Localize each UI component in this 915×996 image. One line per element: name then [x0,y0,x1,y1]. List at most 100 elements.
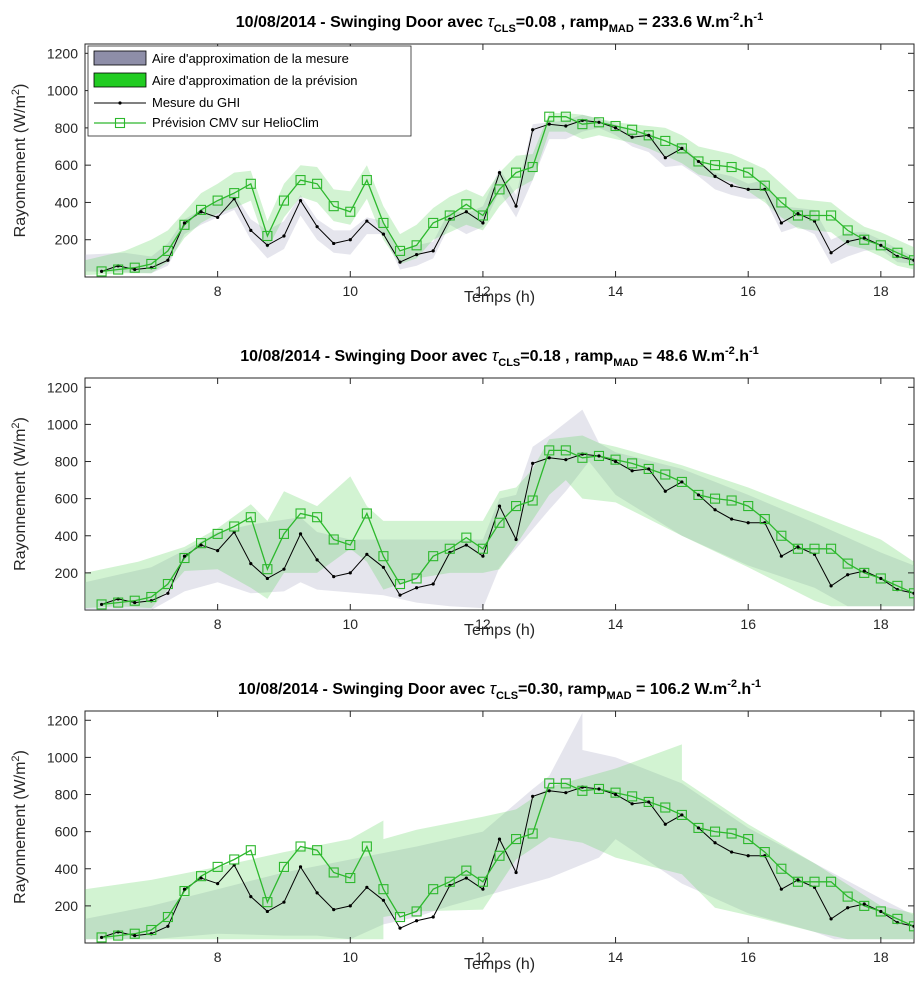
series-prevision-cmv [101,782,914,939]
point-prevision-cmv [627,458,638,469]
point-mesure-ghi [829,251,833,255]
point-mesure-ghi [133,267,137,272]
point-prevision-cmv [875,573,886,584]
point-prevision-cmv [212,528,223,539]
point-prevision-cmv [196,204,207,215]
point-prevision-cmv [676,809,687,820]
point-mesure-ghi [730,850,734,854]
point-mesure-ghi [680,813,684,817]
series-mesure-ghi [101,786,914,938]
point-mesure-ghi [315,891,319,895]
point-mesure-ghi [298,198,303,203]
title-mid: .h [737,681,751,698]
point-mesure-ghi [746,187,750,191]
point-mesure-ghi [779,887,783,891]
band-mesure [85,712,914,940]
point-prevision-cmv [676,143,687,154]
point-prevision-cmv [759,847,770,858]
point-mesure-ghi [713,174,717,178]
point-mesure-ghi [730,517,734,521]
point-prevision-cmv [129,262,140,273]
point-mesure-ghi [166,258,170,262]
y-tick-label: 200 [55,898,79,914]
title-tau-val: =0.30, ramp [518,681,607,698]
point-prevision-cmv [295,508,306,519]
point-prevision-cmv [212,861,223,872]
point-mesure-ghi [879,909,883,914]
title-tau-val: =0.18 , ramp [520,348,613,365]
x-tick-label: 8 [214,283,222,299]
x-tick-label: 16 [740,949,756,965]
point-prevision-cmv [245,512,256,523]
title-pre: 10/08/2014 - Swinging Door avec [238,681,490,698]
point-prevision-cmv [776,197,787,208]
point-prevision-cmv [826,543,837,554]
chart-title: 10/08/2014 - Swinging Door avec τCLS=0.0… [236,11,763,35]
point-mesure-ghi [497,171,502,175]
x-tick-label: 14 [608,283,624,299]
point-mesure-ghi [564,791,568,795]
point-mesure-ghi [348,238,352,242]
point-prevision-cmv [560,778,571,789]
point-mesure-ghi [746,521,750,525]
point-mesure-ghi [647,133,651,137]
point-prevision-cmv [444,876,455,887]
y-tick-label: 600 [55,491,79,507]
point-mesure-ghi [597,454,601,458]
point-prevision-cmv [859,567,870,578]
point-prevision-cmv [693,822,704,833]
point-prevision-cmv [96,266,107,277]
point-mesure-ghi [912,258,914,262]
y-axis-label-sup: 2 [10,422,22,428]
title-ramp-val: = 233.6 W.m [634,14,730,31]
title-tau: τ [487,12,495,31]
y-axis-label-end: ) [12,417,29,422]
point-prevision-cmv [494,184,505,195]
point-mesure-ghi [879,576,883,581]
point-mesure-ghi [879,243,883,247]
band-mesure [85,409,914,610]
legend-marker-mesure [118,101,122,105]
title-ramp-sub: MAD [613,357,638,369]
point-prevision-cmv [842,891,853,902]
point-prevision-cmv [162,245,173,256]
point-mesure-ghi [696,493,701,497]
y-axis-label: Rayonnement (W/m2) [10,750,29,904]
point-mesure-ghi [514,537,518,542]
point-prevision-cmv [428,217,439,228]
title-ramp-val: = 106.2 W.m [632,681,728,698]
x-tick-label: 14 [608,616,624,632]
point-prevision-cmv [461,532,472,543]
point-mesure-ghi [99,602,104,607]
point-prevision-cmv [245,845,256,856]
point-prevision-cmv [212,195,223,206]
title-tau-sub: CLS [494,23,516,35]
point-mesure-ghi [663,489,667,493]
point-mesure-ghi [216,882,220,886]
point-prevision-cmv [627,791,638,802]
chart-title: 10/08/2014 - Swinging Door avec τCLS=0.1… [240,345,759,369]
y-tick-label: 400 [55,861,79,877]
point-prevision-cmv [494,517,505,528]
point-prevision-cmv [593,117,605,128]
point-prevision-cmv [361,508,372,519]
point-mesure-ghi [713,508,717,512]
point-mesure-ghi [415,586,419,590]
point-mesure-ghi [381,565,386,569]
point-prevision-cmv [809,210,820,221]
x-tick-label: 12 [475,949,491,965]
point-prevision-cmv [312,178,323,189]
point-mesure-ghi [249,228,253,232]
y-axis-label-sup: 2 [10,89,22,95]
point-prevision-cmv [892,913,903,924]
series-mesure-ghi [101,453,914,605]
point-prevision-cmv [511,501,522,512]
y-axis-label-main: Rayonnement (W/m [12,95,29,237]
point-mesure-ghi [265,576,269,581]
point-prevision-cmv [229,854,240,865]
title-ramp-sub: MAD [607,690,632,702]
point-mesure-ghi [497,837,502,841]
legend-label: Aire d'approximation de la prévision [152,73,358,88]
point-prevision-cmv [792,543,803,554]
point-prevision-cmv [196,871,207,882]
